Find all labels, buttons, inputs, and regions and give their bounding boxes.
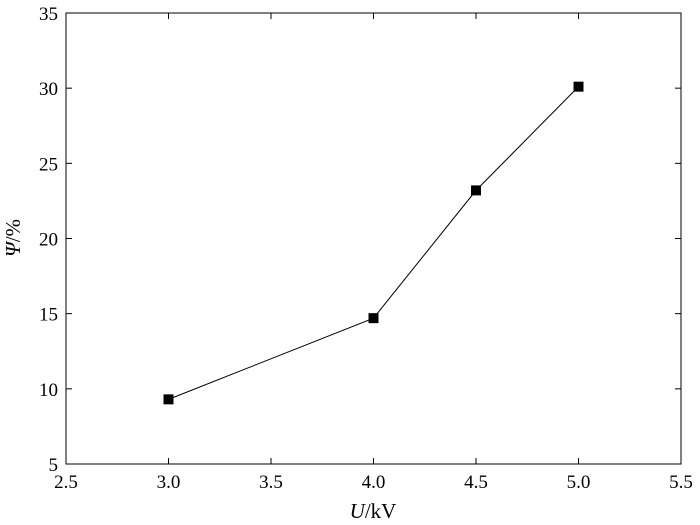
plot-area-frame	[65, 12, 682, 465]
y-axis-title-unit: /%	[1, 219, 25, 242]
x-tick-label: 3.0	[157, 472, 181, 493]
y-tick-label: 5	[49, 455, 59, 476]
y-tick-label: 15	[39, 305, 58, 326]
y-axis-title: Ψ/%	[1, 219, 25, 257]
x-tick-label: 2.5	[54, 472, 78, 493]
x-tick-label: 3.5	[259, 472, 283, 493]
x-axis-title: U/kV	[350, 499, 397, 523]
y-tick-label: 25	[39, 154, 58, 175]
x-tick-label: 5.5	[669, 472, 693, 493]
data-point-marker	[368, 313, 379, 324]
y-tick-label: 30	[39, 79, 58, 100]
data-series	[163, 81, 584, 405]
axis-ticks	[65, 12, 682, 465]
data-point-marker	[471, 185, 481, 196]
x-tick-label: 4.5	[464, 472, 488, 493]
y-axis-title-variable: Ψ	[1, 240, 25, 257]
x-tick-label: 5.0	[567, 472, 591, 493]
x-axis-title-variable: U	[350, 499, 367, 523]
data-point-marker	[573, 81, 584, 92]
x-tick-label: 4.0	[362, 472, 386, 493]
series-line	[168, 86, 579, 400]
data-point-marker	[163, 394, 174, 405]
y-tick-label: 10	[39, 380, 58, 401]
y-tick-label: 35	[39, 4, 58, 25]
tick-labels: 2.5 3.0 3.5 4.0 4.5 5.0 5.5 5 10 15 20 25 30 35	[39, 4, 693, 493]
x-axis-title-unit: /kV	[365, 499, 397, 523]
y-tick-label: 20	[39, 230, 58, 251]
